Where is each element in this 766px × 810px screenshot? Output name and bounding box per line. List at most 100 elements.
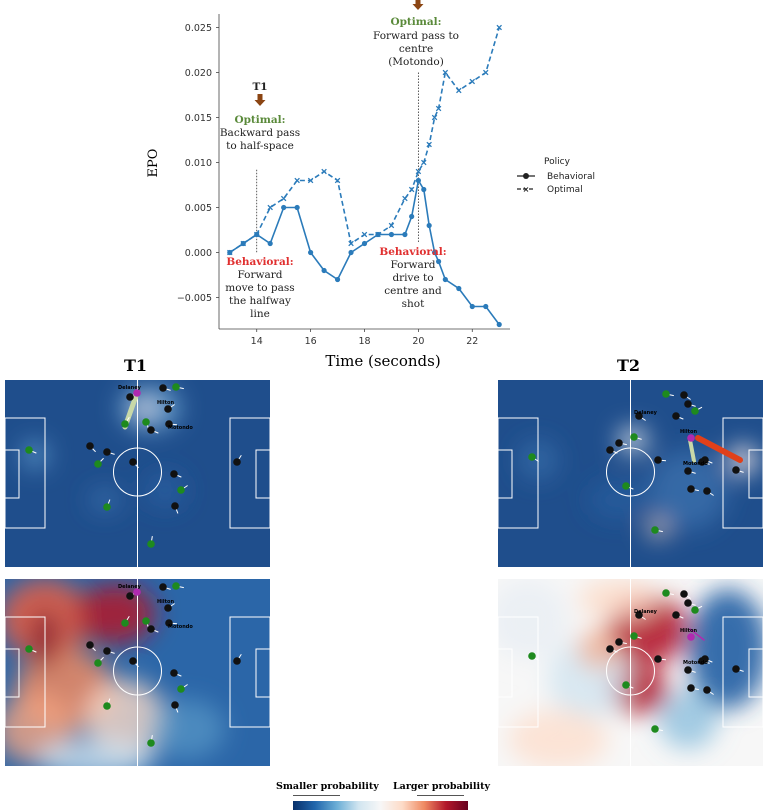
- down-arrow-icon: [254, 94, 266, 106]
- behavioral-point: [483, 303, 489, 310]
- behavioral-point: [281, 204, 287, 211]
- defending-player: [635, 611, 643, 619]
- attacking-player: [651, 725, 659, 733]
- defending-player: [147, 625, 155, 633]
- attacking-player: [651, 526, 659, 534]
- behavioral-point: [321, 267, 327, 274]
- heat-blob: [688, 589, 763, 709]
- right-penalty-box: [229, 417, 270, 529]
- y-tick-label: 0.025: [185, 23, 212, 34]
- t2-optimal-text: centre: [399, 43, 433, 55]
- defending-player: [684, 400, 692, 408]
- player-label: Hilton: [680, 429, 697, 435]
- x-tick-label: 14: [251, 336, 263, 347]
- attacking-player: [142, 418, 150, 426]
- defending-player: [615, 638, 623, 646]
- defending-player: [159, 583, 167, 591]
- player-label: Delaney: [634, 410, 658, 416]
- attacking-player: [691, 606, 699, 614]
- x-tick-label: 16: [305, 336, 317, 347]
- attacking-player: [630, 433, 638, 441]
- player-label: Motondo: [683, 660, 708, 666]
- attacking-player: [94, 659, 102, 667]
- t2-optimal-label: Optimal:: [390, 16, 441, 28]
- t2-panel-title: T2: [617, 356, 641, 375]
- optimal-point: [496, 24, 502, 31]
- attacking-player: [25, 645, 33, 653]
- left-penalty-box: [498, 616, 539, 728]
- heat-blob: [578, 629, 618, 669]
- defending-player: [703, 487, 711, 495]
- heat-blob: [588, 480, 648, 520]
- defending-player: [129, 657, 137, 665]
- heat-blob: [508, 709, 608, 766]
- defending-player: [672, 412, 680, 420]
- attacking-player: [528, 652, 536, 660]
- ball-carrier: [687, 633, 695, 641]
- heat-blob: [145, 472, 185, 508]
- left-penalty-box: [5, 417, 46, 529]
- player-label: Hilton: [157, 400, 174, 406]
- attacking-player: [172, 383, 180, 391]
- attacking-player: [172, 582, 180, 590]
- t1-optimal-text: Backward pass: [220, 127, 300, 139]
- legend-title: Policy: [544, 157, 571, 167]
- attacking-player: [103, 702, 111, 710]
- player-label: Motondo: [683, 461, 708, 467]
- y-tick-label: 0.015: [185, 113, 212, 124]
- t1-behavioral-label: Behavioral:: [226, 256, 293, 268]
- optimal-point: [408, 186, 415, 193]
- attacking-player: [622, 482, 630, 490]
- colorbar-right-label: Larger probability: [393, 781, 490, 792]
- behavioral-point: [431, 249, 438, 256]
- t1-behavioral-text: line: [250, 308, 270, 320]
- x-tick-label: 18: [358, 336, 370, 347]
- optimal-point: [388, 222, 395, 229]
- heat-blob: [85, 679, 165, 759]
- defending-player: [86, 641, 94, 649]
- t2-optimal-text: (Motondo): [388, 56, 444, 68]
- behavioral-point: [496, 321, 502, 328]
- defending-player: [171, 701, 179, 709]
- optimal-point: [415, 168, 422, 175]
- optimal-point: [482, 69, 489, 76]
- optimal-point: [442, 69, 449, 76]
- pass-arrow: [689, 628, 705, 641]
- optimal-point: [402, 195, 408, 202]
- attacking-player: [528, 453, 536, 461]
- defending-player: [147, 426, 155, 434]
- attacking-player: [94, 460, 102, 468]
- t1-behavioral-text: Forward: [237, 269, 282, 281]
- player-label: Delaney: [118, 584, 142, 590]
- player-label: Delaney: [118, 385, 142, 391]
- down-arrow-icon: [412, 0, 424, 10]
- behavioral-point: [361, 240, 368, 247]
- t1-marker-title: T1: [252, 81, 267, 93]
- behavioral-point: [435, 258, 442, 265]
- ball-carrier: [133, 389, 141, 397]
- attacking-player: [121, 619, 129, 627]
- legend: Policy Behavioral × Optimal: [517, 157, 595, 195]
- t2-probability-heatmap: Delaney Motondo Hilton: [498, 579, 763, 766]
- centre-circle: [113, 646, 162, 696]
- defending-player: [654, 655, 662, 663]
- centre-circle: [113, 447, 162, 497]
- behavioral-point: [294, 204, 300, 211]
- defending-player: [672, 611, 680, 619]
- attacking-player: [25, 446, 33, 454]
- t2-optimal-text: Forward pass to: [373, 30, 459, 42]
- left-goal-box: [498, 648, 513, 698]
- t1-behavioral-text: the halfway: [229, 295, 291, 307]
- behavioral-point: [334, 276, 341, 283]
- epo-chart: 0.025 0.020 0.015 0.010 0.005 0.000 −0.005 14 1…: [146, 0, 595, 370]
- defending-player: [164, 405, 172, 413]
- optimal-point: [456, 87, 462, 94]
- t1-panel-title: T1: [124, 356, 148, 375]
- optimal-point: [435, 105, 442, 112]
- optimal-point: [426, 141, 432, 148]
- attacking-player: [147, 739, 155, 747]
- pass-arrow: [695, 435, 743, 463]
- legend-label-behavioral: Behavioral: [547, 172, 595, 182]
- heat-blob: [145, 699, 225, 759]
- behavioral-point: [421, 186, 427, 193]
